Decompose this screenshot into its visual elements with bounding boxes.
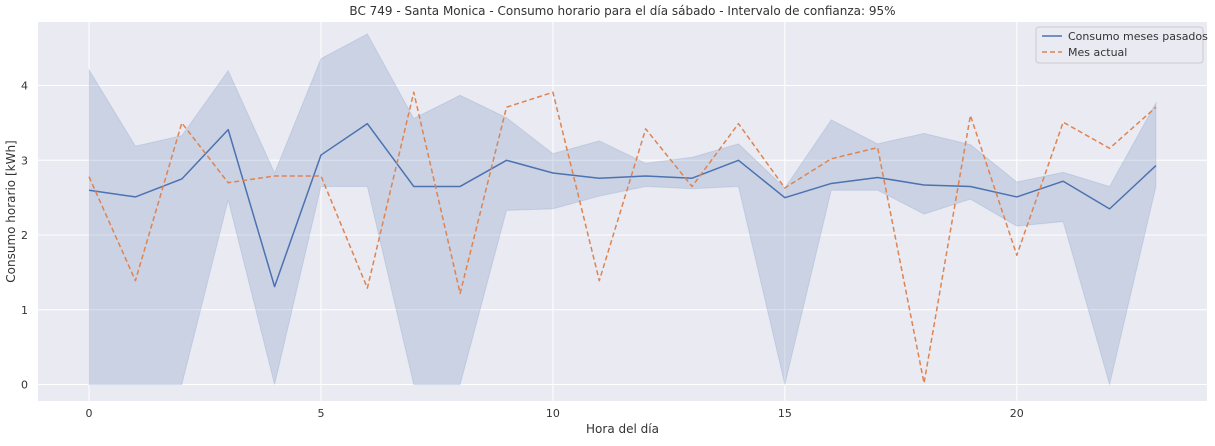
confidence-band — [88, 33, 1157, 387]
legend-label-mes-actual: Mes actual — [1068, 46, 1127, 59]
x-tick-label: 15 — [778, 407, 792, 420]
series-layer — [88, 91, 1157, 384]
y-tick-label: 2 — [21, 229, 28, 242]
y-axis-label: Consumo horario [kWh] — [4, 140, 18, 282]
x-tick-label: 10 — [546, 407, 560, 420]
series-line-0 — [88, 122, 1157, 288]
x-tick-label: 0 — [86, 407, 93, 420]
chart-title: BC 749 - Santa Monica - Consumo horario … — [349, 4, 895, 18]
x-axis-ticks: 0 5 10 15 20 — [86, 407, 1024, 420]
x-tick-label: 5 — [317, 407, 324, 420]
y-tick-label: 4 — [21, 80, 28, 93]
x-tick-label: 20 — [1010, 407, 1024, 420]
legend-label-consumo-meses-pasados: Consumo meses pasados — [1068, 30, 1208, 43]
legend: Consumo meses pasados Mes actual — [1035, 26, 1208, 64]
y-axis-ticks: 0 1 2 3 4 — [21, 80, 28, 392]
confidence-band-layer — [88, 33, 1157, 387]
grid — [38, 22, 1207, 401]
y-tick-label: 1 — [21, 304, 28, 317]
y-tick-label: 0 — [21, 379, 28, 392]
series-line-1 — [88, 91, 1157, 384]
x-axis-label: Hora del día — [586, 422, 659, 436]
y-tick-label: 3 — [21, 154, 28, 167]
legend-box — [1035, 26, 1204, 64]
